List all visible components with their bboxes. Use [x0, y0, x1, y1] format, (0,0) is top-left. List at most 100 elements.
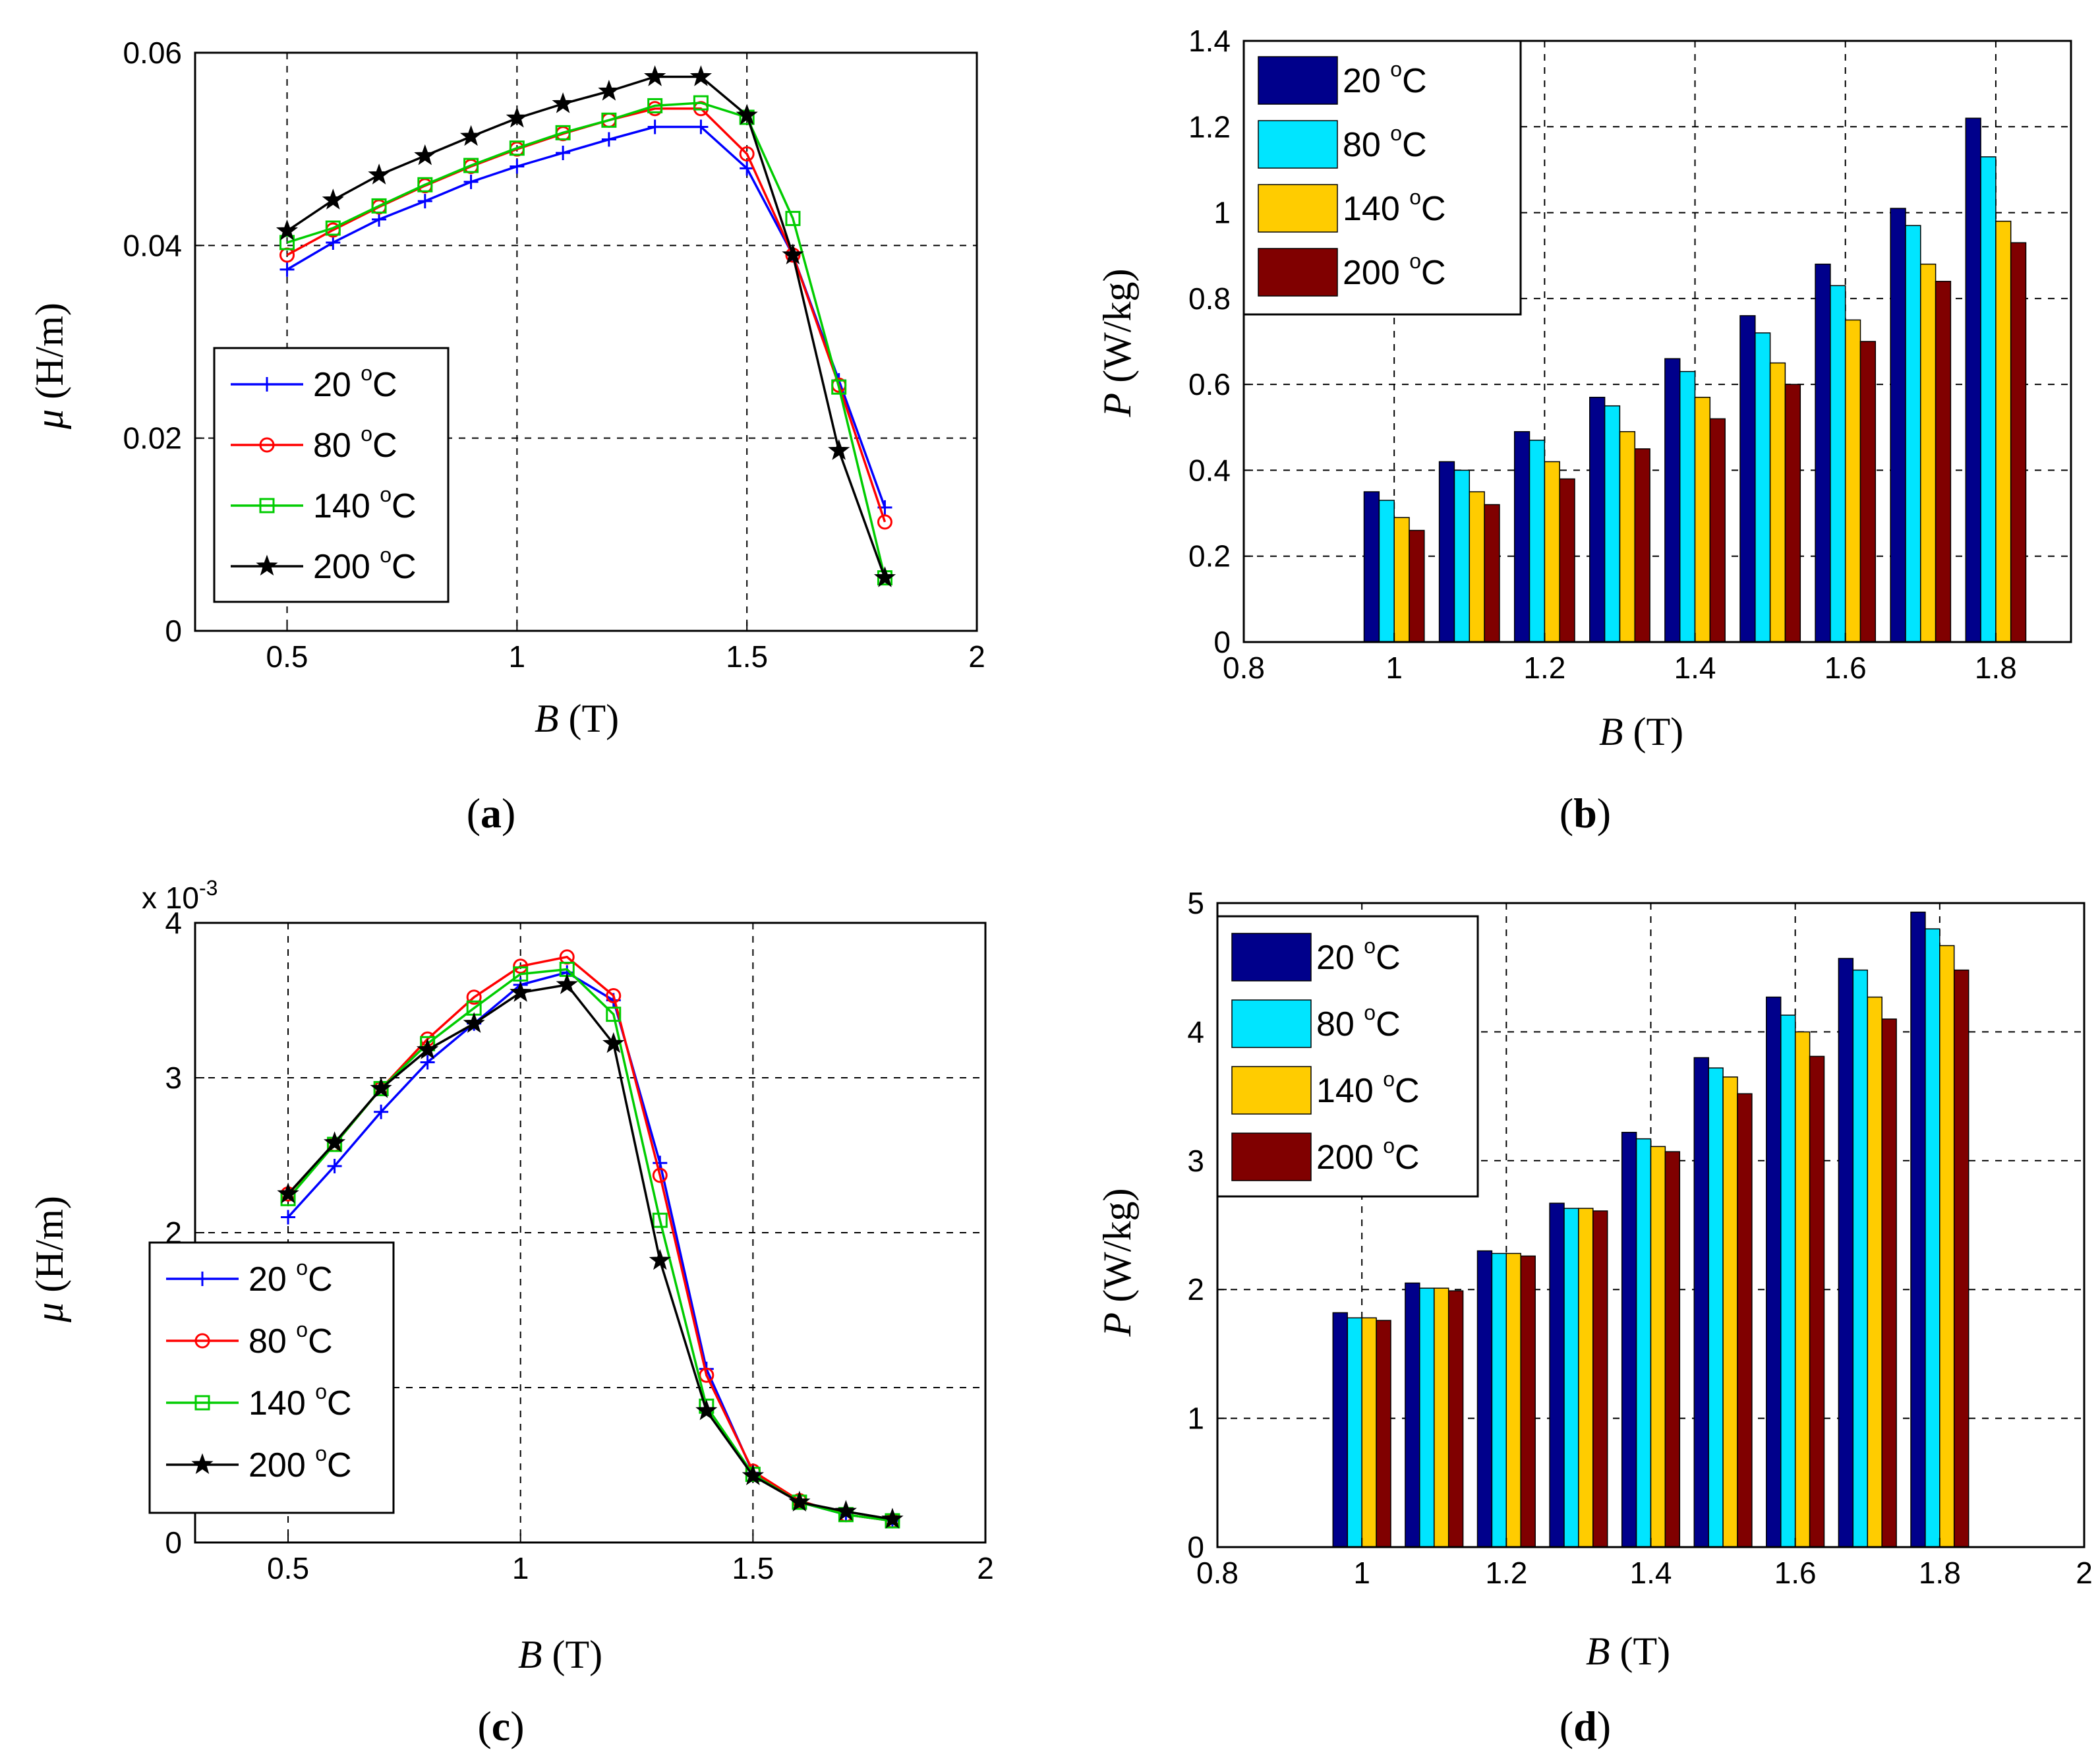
panel-b-ylabel-unit: (W/kg)	[1095, 269, 1139, 393]
panel-d-legend-label-0: 20 oC	[1316, 934, 1401, 977]
panel-b-bar	[1694, 396, 1711, 643]
panel-a-series-3-point	[643, 65, 666, 86]
panel-a-ylabel-unit: (H/m)	[28, 303, 71, 409]
panel-b-xlabel-var: B	[1599, 710, 1623, 753]
panel-b-legend-label-3-temp: 200	[1343, 254, 1409, 292]
panel-a-series-2-point	[325, 220, 341, 236]
panel-c-legend-label-0: 20 oC	[248, 1256, 333, 1299]
panel-a-series-0-point	[556, 146, 571, 161]
panel-a-legend-marker-0	[260, 377, 274, 392]
panel-a-xtick-label: 0.5	[266, 639, 308, 674]
panel-d-bar	[1809, 1055, 1825, 1548]
panel-a-series-3-point	[598, 80, 620, 101]
panel-c-legend-label-1-sup: o	[296, 1318, 308, 1341]
panel-b-ytick-label: 1.2	[1188, 109, 1231, 144]
panel-a-tag-open: (	[467, 790, 481, 837]
panel-c-exponent: x 10-3	[142, 876, 218, 915]
panel-b-xtick-label: 1.6	[1824, 651, 1867, 685]
panel-a-series-3-point	[736, 103, 758, 125]
panel-d-legend-swatch-3	[1231, 1132, 1312, 1181]
panel-c-tag-close: )	[510, 1703, 524, 1749]
panel-c-xlabel: B (T)	[518, 1633, 602, 1676]
panel-c-series-3-point	[788, 1490, 811, 1512]
panel-d-bar	[1621, 1132, 1637, 1548]
panel-a-series-3-point	[506, 106, 529, 128]
panel-d-legend-label-0-unit: C	[1376, 939, 1401, 977]
panel-d-ytick-label: 1	[1187, 1401, 1204, 1436]
panel-d-bar	[1939, 945, 1955, 1548]
panel-a-series-2-point	[693, 95, 709, 111]
panel-a-series-2-point	[463, 158, 479, 173]
panel-d-ylabel-unit: (W/kg)	[1095, 1189, 1139, 1312]
panel-d-ytick-label: 2	[1187, 1272, 1204, 1307]
panel-b-bar	[1844, 319, 1861, 643]
panel-d-bar	[1592, 1210, 1608, 1548]
panel-a-series-2-point	[279, 235, 295, 250]
panel-c-series-0-point	[281, 1210, 296, 1225]
panel-d-ytick-label: 3	[1187, 1144, 1204, 1178]
panel-c-series-3-point	[742, 1464, 765, 1486]
panel-d-ytick-label: 5	[1187, 886, 1204, 920]
panel-c-ylabel: μ (H/m)	[28, 1196, 71, 1323]
panel-c-series-0-point	[374, 1104, 389, 1119]
panel-b-bar	[1363, 491, 1380, 643]
panel-a-series-3-point	[414, 144, 436, 165]
panel-a-legend-label-2: 140 oC	[313, 483, 417, 525]
panel-d-legend-label-2-sup: o	[1383, 1067, 1395, 1091]
panel-a-legend-label-3-sup: o	[380, 543, 392, 567]
panel-b-legend-swatch-1	[1258, 120, 1338, 169]
panel-c-legend-label-3-sup: o	[315, 1442, 327, 1465]
panel-b-legend-label-0-unit: C	[1402, 62, 1427, 100]
panel-d-legend-swatch-2	[1231, 1066, 1312, 1115]
panel-b-bar	[1378, 500, 1395, 643]
panel-b-bar	[1529, 440, 1546, 643]
panel-b-ytick-label: 0.2	[1188, 539, 1231, 573]
panel-a-legend-marker-2	[259, 498, 275, 514]
panel-c-series-3-point	[649, 1248, 671, 1270]
panel-a-xtick-label: 1.5	[726, 639, 768, 674]
panel-d-bar	[1780, 1014, 1796, 1548]
panel-a-series-2-point	[785, 210, 801, 226]
panel-b-legend-label-0-temp: 20	[1343, 62, 1390, 100]
panel-d-bar	[1419, 1287, 1435, 1548]
panel-a-axes-frame	[194, 51, 978, 632]
panel-a-series-1-point	[877, 514, 892, 530]
panel-b-xlabel-unit: (T)	[1623, 710, 1684, 753]
panel-a-legend-label-2-temp: 140	[313, 487, 380, 525]
panel-a-ylabel: μ (H/m)	[28, 303, 71, 430]
panel-c-series-2-point	[652, 1212, 668, 1228]
panel-d-xlabel-var: B	[1586, 1630, 1610, 1673]
panel-b-bar	[1453, 469, 1471, 643]
panel-c-series-1-point	[606, 987, 622, 1003]
panel-a-legend-label-0-sup: o	[361, 361, 372, 385]
panel-a-legend-label-1: 80 oC	[313, 422, 397, 465]
panel-d-bar	[1722, 1076, 1738, 1548]
panel-b-legend-label-1: 80 oC	[1343, 121, 1427, 164]
panel-a-series-2-point	[371, 198, 387, 214]
panel-b-bar	[1513, 431, 1531, 643]
panel-d-ytick-label: 0	[1187, 1530, 1204, 1564]
panel-b-xtick-label: 1.8	[1975, 651, 2017, 685]
panel-c-tag: (c)	[477, 1703, 524, 1749]
panel-a-series-2-point	[509, 140, 525, 156]
panel-a-legend-label-3: 200 oC	[313, 543, 417, 586]
panel-c-legend-marker-1	[194, 1333, 210, 1349]
panel-c-series-3-point	[277, 1182, 299, 1204]
panel-d-xlabel-unit: (T)	[1610, 1630, 1671, 1673]
panel-a-series-0-point	[510, 159, 525, 174]
panel-a-ytick-label: 0.06	[123, 36, 182, 70]
panel-a-ytick-label: 0.02	[123, 421, 182, 455]
panel-c-legend-label-2-temp: 140	[248, 1384, 315, 1423]
panel-c-ytick-label: 0	[165, 1525, 182, 1560]
panel-d-bar	[1405, 1282, 1420, 1548]
panel-d-bar	[1664, 1151, 1681, 1548]
panel-b-bar	[1935, 281, 1952, 643]
panel-c-series-3-point	[556, 973, 578, 995]
panel-a-xlabel: B (T)	[535, 697, 619, 740]
panel-d-legend-swatch-1	[1231, 999, 1312, 1048]
panel-a-ylabel-var: μ	[28, 409, 71, 430]
